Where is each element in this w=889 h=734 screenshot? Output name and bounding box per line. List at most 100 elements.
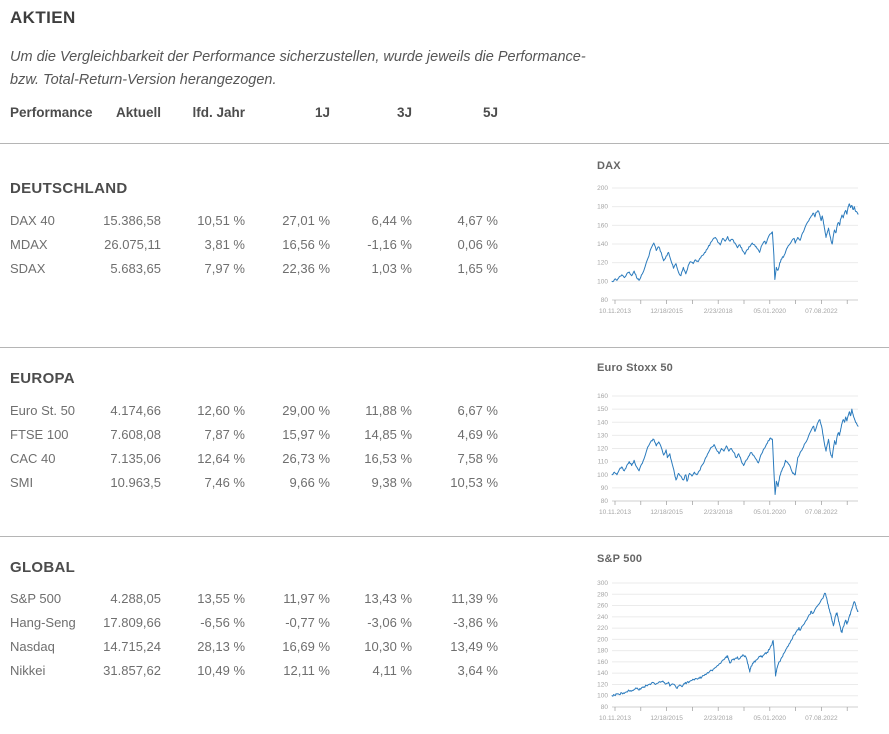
y-axis-label: 100 bbox=[597, 472, 608, 479]
row-value: 7,87 % bbox=[204, 426, 245, 442]
column-header: 3J bbox=[396, 105, 412, 120]
section-heading-europa: EUROPA bbox=[10, 370, 75, 387]
line-chart-svg: 300 280 260 240 220 200 180 160 140 120 100 80 10.11… bbox=[597, 580, 859, 722]
row-value: 1,03 % bbox=[371, 260, 412, 276]
column-header: 5J bbox=[482, 105, 498, 120]
column-header: Performance bbox=[10, 105, 93, 120]
row-value: 12,60 % bbox=[197, 402, 245, 418]
performance-line bbox=[611, 408, 859, 495]
y-axis-label: 140 bbox=[597, 419, 608, 426]
row-value: 10,30 % bbox=[364, 638, 412, 654]
row-value: 3,81 % bbox=[204, 236, 245, 252]
section-heading-global: GLOBAL bbox=[10, 559, 76, 576]
y-axis-label: 100 bbox=[597, 278, 608, 285]
y-axis-label: 120 bbox=[597, 681, 608, 688]
separator-line bbox=[0, 536, 889, 537]
row-value: 16,53 % bbox=[364, 450, 412, 466]
y-axis-label: 280 bbox=[597, 591, 608, 598]
section-heading-deutschland: DEUTSCHLAND bbox=[10, 180, 128, 197]
y-axis-label: 160 bbox=[597, 659, 608, 666]
table-row: Nikkei 31.857,62 10,49 % 12,11 % 4,11 % 3,64 … bbox=[10, 658, 498, 682]
table-row: DAX 40 15.386,58 10,51 % 27,01 % 6,44 % 4,67 … bbox=[10, 208, 498, 232]
row-value: 1,65 % bbox=[457, 260, 498, 276]
table-row: SMI 10.963,5 7,46 % 9,66 % 9,38 % 10,53 % bbox=[10, 470, 498, 494]
row-label: Hang-Seng bbox=[10, 614, 76, 630]
row-value: 6,44 % bbox=[371, 212, 412, 228]
y-axis-label: 140 bbox=[597, 241, 608, 248]
separator-line bbox=[0, 347, 889, 348]
row-value: 7,58 % bbox=[457, 450, 498, 466]
row-value: 6,67 % bbox=[457, 402, 498, 418]
subtitle-line-2: bzw. Total-Return-Version herangezogen. bbox=[10, 71, 277, 88]
row-value: 7.135,06 bbox=[110, 450, 161, 466]
y-axis-label: 80 bbox=[601, 704, 609, 711]
sp500-chart-title: S&P 500 bbox=[597, 553, 643, 565]
row-value: 0,06 % bbox=[457, 236, 498, 252]
separator-line bbox=[0, 143, 889, 144]
row-value: 26,73 % bbox=[282, 450, 330, 466]
row-value: 29,00 % bbox=[282, 402, 330, 418]
x-axis-label: 10.11.2013 bbox=[599, 509, 631, 516]
x-axis-label: 10.11.2013 bbox=[599, 715, 631, 722]
row-value: 17.809,66 bbox=[103, 614, 161, 630]
row-label: SMI bbox=[10, 474, 34, 490]
table-column-headers: Performance Aktuell lfd. Jahr 1J 3J 5J bbox=[10, 105, 498, 120]
x-axis-label: 07.08.2022 bbox=[805, 308, 838, 315]
row-value: -3,86 % bbox=[453, 614, 498, 630]
eurostoxx-chart-panel: Euro Stoxx 50 160 150 140 130 120 110 100 90 80 1… bbox=[592, 362, 877, 522]
x-axis-label: 2/23/2018 bbox=[704, 509, 733, 516]
table-row: Nasdaq 14.715,24 28,13 % 16,69 % 10,30 % 13,4… bbox=[10, 634, 498, 658]
row-value: 4,69 % bbox=[457, 426, 498, 442]
table-row: Hang-Seng 17.809,66 -6,56 % -0,77 % -3,06 % -… bbox=[10, 610, 498, 634]
x-axis-label: 05.01.2020 bbox=[754, 715, 787, 722]
row-value: -0,77 % bbox=[285, 614, 330, 630]
table-row: Euro St. 50 4.174,66 12,60 % 29,00 % 11,88 %… bbox=[10, 398, 498, 422]
row-value: 7.608,08 bbox=[110, 426, 161, 442]
table-europa: Euro St. 50 4.174,66 12,60 % 29,00 % 11,88 %… bbox=[10, 398, 498, 494]
y-axis-label: 160 bbox=[597, 393, 608, 400]
y-axis-label: 180 bbox=[597, 648, 608, 655]
page-title: AKTIEN bbox=[10, 8, 76, 27]
y-axis-label: 200 bbox=[597, 185, 608, 192]
x-axis-label: 12/18/2015 bbox=[650, 308, 683, 315]
line-chart-svg: 200 180 160 140 120 100 80 10.11.2013 12/18/2015… bbox=[597, 185, 859, 315]
row-label: DAX 40 bbox=[10, 212, 55, 228]
y-axis-label: 130 bbox=[597, 432, 608, 439]
row-value: 11,88 % bbox=[365, 402, 412, 418]
row-value: -6,56 % bbox=[200, 614, 245, 630]
row-value: 22,36 % bbox=[282, 260, 330, 276]
x-axis-label: 12/18/2015 bbox=[650, 509, 683, 516]
table-row: S&P 500 4.288,05 13,55 % 11,97 % 13,43 % 11,3… bbox=[10, 586, 498, 610]
column-header: Aktuell bbox=[115, 105, 161, 120]
row-value: 26.075,11 bbox=[104, 236, 161, 252]
y-axis-label: 300 bbox=[597, 580, 608, 587]
x-axis-label: 10.11.2013 bbox=[599, 308, 631, 315]
row-label: S&P 500 bbox=[10, 590, 62, 606]
page-subtitle: Um die Vergleichbarkeit der Performance … bbox=[10, 46, 610, 91]
row-value: 15.386,58 bbox=[103, 212, 161, 228]
table-row: FTSE 100 7.608,08 7,87 % 15,97 % 14,85 % 4,69… bbox=[10, 422, 498, 446]
row-value: 14.715,24 bbox=[103, 638, 161, 654]
row-label: SDAX bbox=[10, 260, 46, 276]
row-value: 9,38 % bbox=[371, 474, 412, 490]
x-axis-label: 05.01.2020 bbox=[754, 509, 787, 516]
row-value: 31.857,62 bbox=[103, 662, 161, 678]
column-header: lfd. Jahr bbox=[192, 105, 245, 120]
y-axis-label: 80 bbox=[601, 297, 609, 304]
row-value: 16,69 % bbox=[282, 638, 330, 654]
row-value: 4,11 % bbox=[372, 662, 412, 678]
row-label: Nikkei bbox=[10, 662, 46, 678]
y-axis-label: 90 bbox=[601, 485, 609, 492]
row-value: 28,13 % bbox=[197, 638, 245, 654]
row-value: 11,97 % bbox=[283, 590, 330, 606]
x-axis-label: 07.08.2022 bbox=[805, 509, 838, 516]
row-value: 4.288,05 bbox=[110, 590, 161, 606]
row-label: MDAX bbox=[10, 236, 48, 252]
row-value: 12,64 % bbox=[197, 450, 245, 466]
row-value: 3,64 % bbox=[457, 662, 498, 678]
performance-line bbox=[611, 592, 859, 697]
y-axis-label: 150 bbox=[597, 406, 608, 413]
row-value: 7,46 % bbox=[204, 474, 245, 490]
x-axis-label: 07.08.2022 bbox=[805, 715, 838, 722]
y-axis-label: 180 bbox=[597, 204, 608, 211]
